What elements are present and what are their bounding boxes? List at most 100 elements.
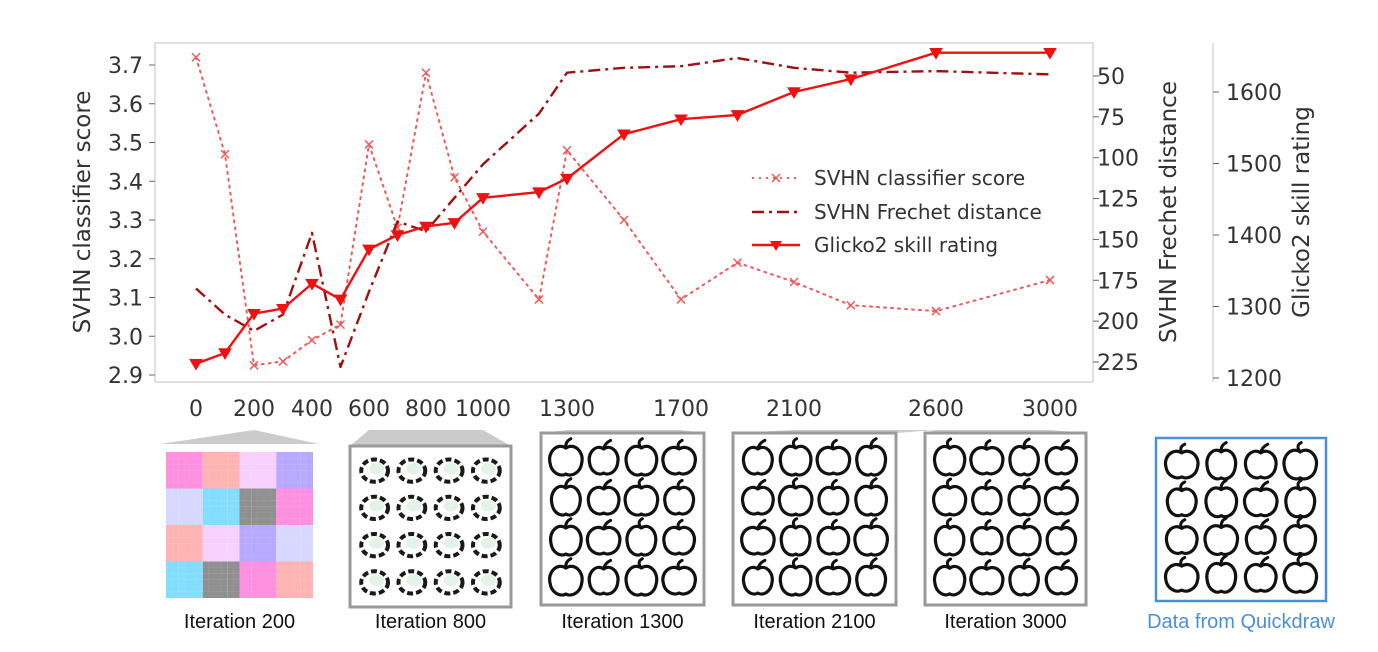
noise-cell: [190, 591, 197, 598]
apple-stem: [1022, 557, 1031, 570]
plot-frame: [154, 42, 1094, 383]
noise-cell: [257, 567, 264, 574]
glicko-axis-tick-label: 1200: [1226, 367, 1282, 392]
noise-cell: [270, 476, 277, 483]
apple-stem: [830, 438, 838, 451]
noise-cell: [221, 549, 228, 556]
apple-stem: [984, 479, 992, 491]
noise-cell: [208, 549, 215, 556]
thumbnail-caption: Iteration 800: [375, 611, 486, 633]
noise-cell: [282, 543, 289, 550]
noise-cell: [221, 525, 228, 532]
noise-cell: [257, 506, 264, 513]
noise-cell: [196, 543, 203, 550]
noise-cell: [239, 488, 246, 495]
x-axis-tick-label: 3000: [1022, 397, 1078, 422]
noise-cell: [294, 579, 301, 586]
noise-cell: [233, 525, 240, 532]
classifier-score-point: [789, 277, 799, 287]
noise-cell: [288, 476, 295, 483]
noise-cell: [184, 567, 191, 574]
apple-doodle: [1044, 566, 1079, 596]
apple-stem: [1259, 555, 1270, 568]
blob-tint: [406, 500, 422, 512]
classifier-score-point: [278, 356, 288, 366]
blob-tint: [443, 500, 459, 512]
noise-cell: [172, 488, 179, 495]
noise-cell: [172, 482, 179, 489]
glicko-rating-point: [189, 359, 203, 371]
noise-cell: [221, 555, 228, 562]
classifier-score-point: [931, 306, 941, 316]
noise-cell: [196, 512, 203, 519]
glicko-rating-point: [617, 129, 631, 142]
noise-cell: [184, 585, 191, 592]
noise-cell: [233, 561, 240, 568]
noise-cell: [202, 500, 209, 507]
thumbnail-background: [541, 433, 704, 605]
noise-cell: [196, 585, 203, 592]
noise-cell: [178, 506, 185, 513]
noise-cell: [251, 476, 258, 483]
noise-cell: [294, 470, 301, 477]
noise-cell: [215, 464, 222, 471]
apple-stem: [945, 557, 953, 570]
glicko-rating-point: [247, 308, 261, 321]
frechet-axis-tick-label: 75: [1097, 106, 1125, 131]
noise-cell: [288, 561, 295, 568]
noise-cell: [306, 512, 313, 519]
noise-cell: [227, 518, 234, 525]
noise-cell: [294, 555, 301, 562]
noise-cell: [257, 579, 264, 586]
noise-cell: [245, 537, 252, 544]
noise-cell: [166, 476, 173, 483]
noise-cell: [288, 555, 295, 562]
apple-doodle: [1283, 524, 1318, 557]
noise-cell: [233, 555, 240, 562]
noise-cell: [166, 488, 173, 495]
noise-cell: [178, 488, 185, 495]
noise-cell: [178, 537, 185, 544]
noise-cell: [294, 494, 301, 501]
noise-cell: [306, 555, 313, 562]
noise-cell: [172, 591, 179, 598]
frechet-axis-tick-label: 50: [1097, 65, 1125, 90]
noise-cell: [227, 488, 234, 495]
noise-cell: [233, 464, 240, 471]
apple-stem: [564, 477, 573, 490]
noise-cell: [196, 518, 203, 525]
apple-doodle: [1205, 448, 1238, 481]
noise-cell: [270, 591, 277, 598]
noise-cell: [239, 549, 246, 556]
noise-cell: [276, 452, 283, 459]
apple-doodle: [1163, 562, 1200, 593]
noise-cell: [166, 567, 173, 574]
noise-cell: [270, 561, 277, 568]
apple-doodle: [969, 566, 1005, 596]
noise-cell: [208, 500, 215, 507]
noise-cell: [276, 525, 283, 532]
noise-cell: [178, 518, 185, 525]
noise-cell: [264, 488, 271, 495]
noise-cell: [288, 591, 295, 598]
apple-stem: [1059, 559, 1070, 571]
blob-doodle: [396, 531, 428, 559]
noise-cell: [166, 573, 173, 580]
noise-cell: [215, 512, 222, 519]
left-axis-tick-label: 3.6: [108, 93, 143, 118]
noise-cell: [178, 470, 185, 477]
noise-cell: [178, 549, 185, 556]
noise-cell: [221, 573, 228, 580]
x-axis-tick-label: 1000: [455, 397, 511, 422]
noise-cell: [221, 452, 228, 459]
noise-cell: [190, 537, 197, 544]
noise-cell: [196, 500, 203, 507]
noise-cell: [306, 549, 313, 556]
noise-cell: [196, 573, 203, 580]
noise-cell: [245, 579, 252, 586]
noise-cell: [245, 549, 252, 556]
noise-cell: [190, 543, 197, 550]
noise-cell: [233, 494, 240, 501]
apple-stem: [1022, 517, 1031, 530]
noise-cell: [202, 573, 209, 580]
